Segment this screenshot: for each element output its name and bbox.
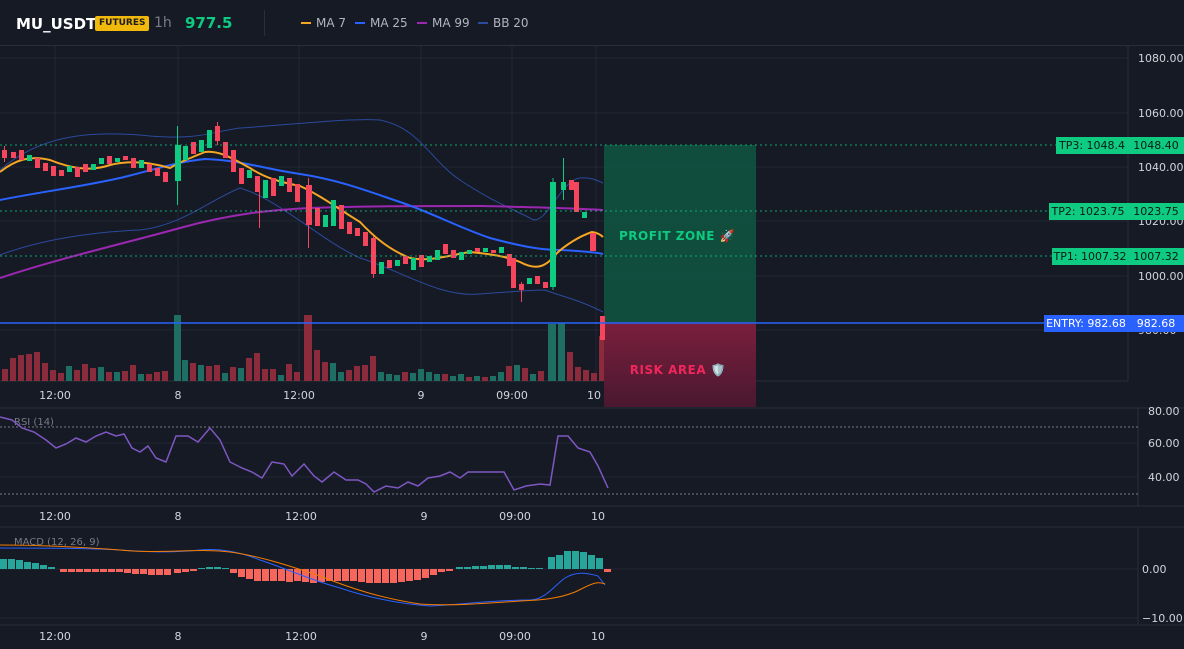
legend-ma25-label: MA 25 <box>370 16 408 30</box>
candles <box>2 122 605 340</box>
main-pane[interactable]: PROFIT ZONE 🚀 RISK AREA 🛡️ 1080.00 1060.… <box>0 46 1184 407</box>
legend-ma7[interactable]: MA 7 <box>301 16 346 30</box>
tp2-tag-label: TP2: 1023.75 <box>1050 205 1124 218</box>
risk-zone-label: RISK AREA 🛡️ <box>630 363 726 377</box>
time-tick: 8 <box>175 630 182 643</box>
time-tick: 10 <box>591 510 605 523</box>
last-price: 977.5 <box>185 14 233 32</box>
macd-histogram <box>0 551 611 583</box>
macd-tick: −10.00 <box>1142 612 1183 625</box>
legend-bb20[interactable]: BB 20 <box>478 16 529 30</box>
tp1-axis-label: 1007.32 <box>1133 250 1179 263</box>
price-tick: 980.00 <box>1138 324 1177 337</box>
legend-ma25[interactable]: MA 25 <box>355 16 408 30</box>
entry-axis-tag <box>1128 315 1184 332</box>
chart-header: MU_USDT FUTURES 1h 977.5 MA 7 MA 25 MA 9… <box>0 0 1184 46</box>
time-tick: 12:00 <box>283 389 315 402</box>
time-tick: 12:00 <box>39 389 71 402</box>
profit-zone-label: PROFIT ZONE 🚀 <box>619 229 735 243</box>
symbol-label[interactable]: MU_USDT <box>16 15 97 33</box>
volume-bars <box>2 315 604 381</box>
macd-line <box>0 547 606 607</box>
main-grid <box>0 46 1128 381</box>
time-tick: 9 <box>421 510 428 523</box>
level-tags[interactable]: TP3: 1048.4 1048.40 TP2: 1023.75 1023.75… <box>1044 137 1184 332</box>
rsi-time-axis: 12:00 8 12:00 9 09:00 10 <box>39 510 605 523</box>
entry-tag-label: ENTRY: 982.68 <box>1046 317 1126 330</box>
rsi-tick: 80.00 <box>1148 405 1180 418</box>
rsi-label: RSI (14) <box>14 417 54 428</box>
price-tick: 1060.00 <box>1138 107 1184 120</box>
tp3-tag-label: TP3: 1048.4 <box>1058 139 1125 152</box>
price-tick: 1020.00 <box>1138 215 1184 228</box>
time-tick: 10 <box>587 389 601 402</box>
ma99-swatch <box>417 22 427 24</box>
macd-pane[interactable]: MACD (12, 26, 9) <box>0 526 1184 643</box>
tp3-axis-tag <box>1128 137 1184 154</box>
time-tick: 8 <box>175 389 182 402</box>
price-tick: 1040.00 <box>1138 161 1184 174</box>
rsi-line <box>0 416 609 493</box>
ma7-swatch <box>301 22 311 24</box>
price-axis[interactable]: 1080.00 1060.00 1040.00 1020.00 1000.00 … <box>1138 52 1184 337</box>
bb-upper <box>0 119 604 221</box>
ma25-swatch <box>355 22 365 24</box>
legend-ma7-label: MA 7 <box>316 16 347 30</box>
macd-axis: 0.00 −10.00 <box>1142 563 1183 625</box>
legend-ma99-label: MA 99 <box>432 16 470 30</box>
bb20-swatch <box>478 22 488 24</box>
time-tick: 12:00 <box>285 510 317 523</box>
ma25-line <box>0 157 604 255</box>
header-divider <box>264 10 265 36</box>
price-tick: 1000.00 <box>1138 270 1184 283</box>
time-tick: 12:00 <box>285 630 317 643</box>
time-tick: 9 <box>418 389 425 402</box>
ma99-line <box>0 204 604 279</box>
profit-zone <box>604 145 756 323</box>
timeframe-selector[interactable]: 1h <box>154 15 172 31</box>
entry-tag <box>1044 315 1128 332</box>
rsi-tick: 40.00 <box>1148 471 1180 484</box>
tp2-tag <box>1049 203 1128 220</box>
time-tick: 12:00 <box>39 510 71 523</box>
entry-axis-label: 982.68 <box>1137 317 1176 330</box>
rsi-axis: 80.00 60.00 40.00 <box>1148 405 1180 484</box>
time-tick: 9 <box>421 630 428 643</box>
rsi-tick: 60.00 <box>1148 437 1180 450</box>
tp3-tag <box>1056 137 1128 154</box>
signal-line <box>0 544 606 606</box>
legend-bb20-label: BB 20 <box>493 16 529 30</box>
macd-label: MACD (12, 26, 9) <box>14 537 100 548</box>
time-tick: 09:00 <box>496 389 528 402</box>
time-tick: 12:00 <box>39 630 71 643</box>
rsi-pane[interactable]: RSI (14) 80.00 60.00 40.00 12:00 8 12:00… <box>0 405 1184 523</box>
time-tick: 10 <box>591 630 605 643</box>
time-tick: 09:00 <box>499 510 531 523</box>
tp1-axis-tag <box>1128 248 1184 265</box>
ma7-line <box>0 150 604 268</box>
bb-lower <box>0 187 604 313</box>
futures-badge: FUTURES <box>95 16 150 31</box>
price-tick: 1080.00 <box>1138 52 1184 65</box>
time-tick: 09:00 <box>499 630 531 643</box>
macd-tick: 0.00 <box>1142 563 1167 576</box>
tp2-axis-label: 1023.75 <box>1133 205 1179 218</box>
tp2-axis-tag <box>1128 203 1184 220</box>
time-tick: 8 <box>175 510 182 523</box>
legend-ma99[interactable]: MA 99 <box>417 16 470 30</box>
macd-time-axis: 12:00 8 12:00 9 09:00 10 <box>39 630 605 643</box>
main-time-axis[interactable]: 12:00 8 12:00 9 09:00 10 <box>39 389 601 402</box>
tp1-tag <box>1052 248 1128 265</box>
risk-zone <box>604 323 756 407</box>
tp3-axis-label: 1048.40 <box>1133 139 1179 152</box>
tp1-tag-label: TP1: 1007.32 <box>1052 250 1126 263</box>
